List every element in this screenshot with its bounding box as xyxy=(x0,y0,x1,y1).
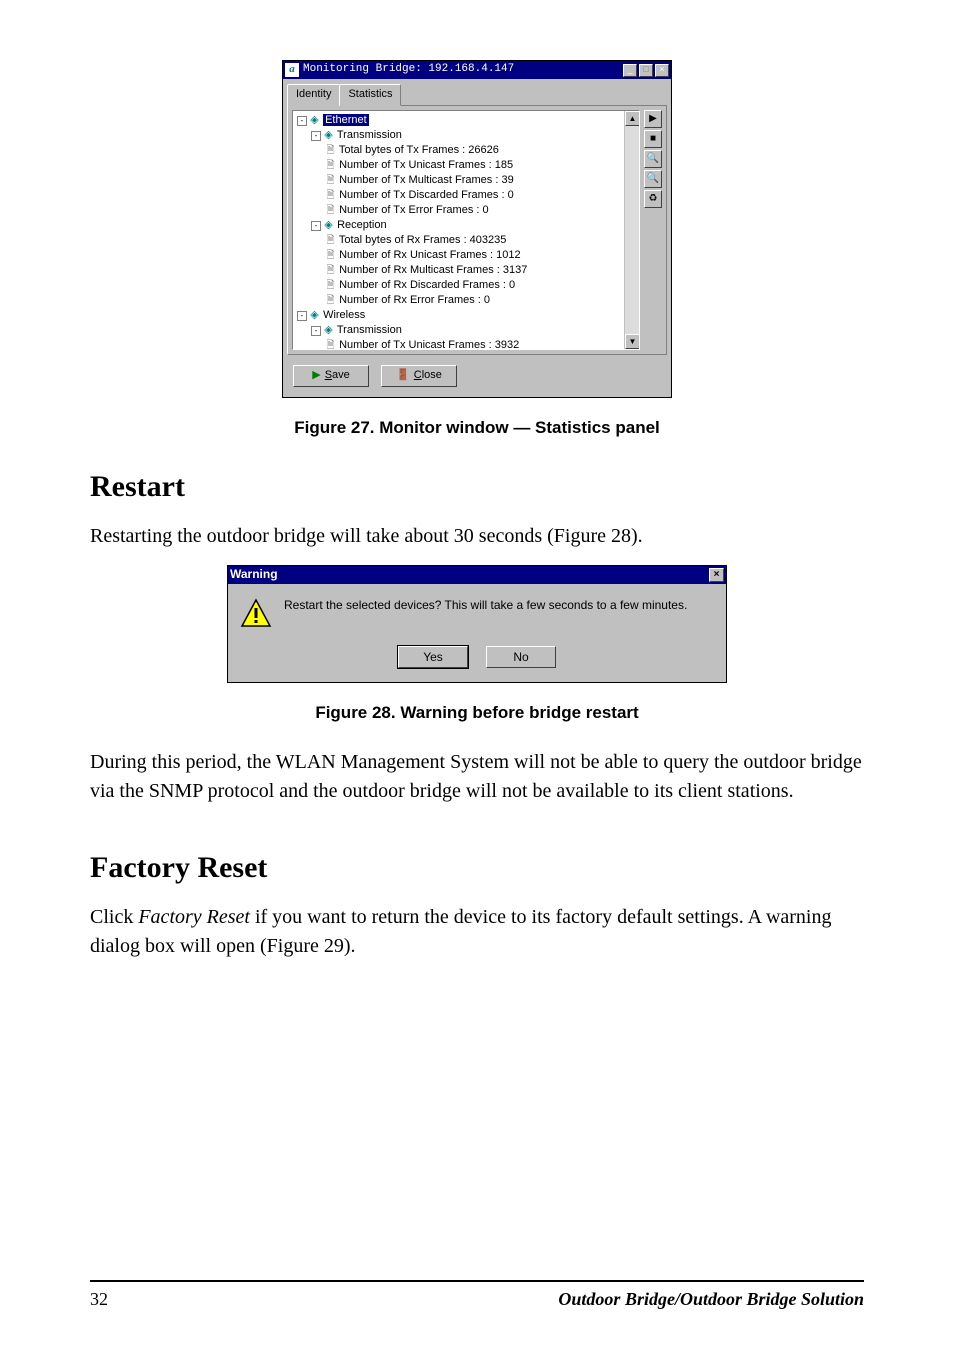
close-button[interactable]: 🚪Close xyxy=(381,365,457,387)
app-icon: a xyxy=(285,63,299,77)
factory-reset-heading: Factory Reset xyxy=(90,846,864,890)
document-icon xyxy=(325,338,336,350)
diamond-icon xyxy=(323,218,334,233)
tab-statistics[interactable]: Statistics xyxy=(339,84,401,106)
tree-leaf: Number of Tx Unicast Frames : 3932 xyxy=(339,339,519,350)
tool-button-1[interactable]: ▶ xyxy=(644,110,662,128)
scroll-up-button[interactable]: ▲ xyxy=(625,111,640,126)
tree-leaf: Number of Tx Unicast Frames : 185 xyxy=(339,159,513,171)
minimize-button[interactable]: _ xyxy=(623,64,637,77)
expander-icon[interactable]: - xyxy=(311,221,321,231)
monitor-titlebar: a Monitoring Bridge: 192.168.4.147 _ □ × xyxy=(283,61,671,79)
tree-leaf: Number of Rx Discarded Frames : 0 xyxy=(339,279,515,291)
document-icon xyxy=(325,233,336,248)
tab-strip: Identity Statistics xyxy=(287,83,667,106)
tool-button-refresh[interactable]: ♻ xyxy=(644,190,662,208)
document-icon xyxy=(325,173,336,188)
tree-node-transmission[interactable]: Transmission xyxy=(337,129,402,141)
maximize-button[interactable]: □ xyxy=(639,64,653,77)
warning-title: Warning xyxy=(230,566,278,583)
tool-button-zoomin[interactable]: 🔍 xyxy=(644,150,662,168)
restart-paragraph-2: During this period, the WLAN Management … xyxy=(90,748,864,806)
document-icon xyxy=(325,143,336,158)
save-button[interactable]: ▶Save xyxy=(293,365,369,387)
scroll-down-button[interactable]: ▼ xyxy=(625,334,640,349)
factory-reset-paragraph: Click Factory Reset if you want to retur… xyxy=(90,903,864,961)
tree-leaf: Number of Tx Error Frames : 0 xyxy=(339,204,489,216)
footer-title: Outdoor Bridge/Outdoor Bridge Solution xyxy=(558,1286,864,1312)
tool-button-zoomout[interactable]: 🔍 xyxy=(644,170,662,188)
figure-27-caption: Figure 27. Monitor window — Statistics p… xyxy=(90,416,864,441)
tree-scrollbar[interactable]: ▲ ▼ xyxy=(624,111,639,349)
tool-button-stop[interactable]: ■ xyxy=(644,130,662,148)
tree-leaf: Number of Rx Error Frames : 0 xyxy=(339,294,490,306)
tree-node-wireless[interactable]: Wireless xyxy=(323,309,365,321)
document-icon xyxy=(325,278,336,293)
document-icon xyxy=(325,248,336,263)
restart-heading: Restart xyxy=(90,465,864,509)
document-icon xyxy=(325,158,336,173)
warning-close-button[interactable]: × xyxy=(709,568,724,582)
window-title: Monitoring Bridge: 192.168.4.147 xyxy=(303,62,623,78)
tree-leaf: Number of Tx Multicast Frames : 39 xyxy=(339,174,514,186)
warning-titlebar: Warning × xyxy=(228,566,726,584)
tree-leaf: Total bytes of Rx Frames : 403235 xyxy=(339,234,507,246)
tree-node-ethernet[interactable]: Ethernet xyxy=(323,114,369,126)
tree-node-w-transmission[interactable]: Transmission xyxy=(337,324,402,336)
diamond-icon xyxy=(323,323,334,338)
tree-leaf: Number of Rx Multicast Frames : 3137 xyxy=(339,264,527,276)
document-icon xyxy=(325,188,336,203)
diamond-icon xyxy=(309,113,320,128)
document-icon xyxy=(325,263,336,278)
warning-dialog-figure: Warning × Restart the selected devices? … xyxy=(227,565,727,683)
warning-yes-button[interactable]: Yes xyxy=(398,646,468,668)
diamond-icon xyxy=(309,308,320,323)
tree-leaf: Number of Rx Unicast Frames : 1012 xyxy=(339,249,521,261)
page-footer: 32 Outdoor Bridge/Outdoor Bridge Solutio… xyxy=(90,1280,864,1312)
warning-no-button[interactable]: No xyxy=(486,646,556,668)
expander-icon[interactable]: - xyxy=(311,131,321,141)
document-icon xyxy=(325,293,336,308)
document-icon xyxy=(325,203,336,218)
figure-28-caption: Figure 28. Warning before bridge restart xyxy=(90,701,864,726)
monitor-window-figure: a Monitoring Bridge: 192.168.4.147 _ □ ×… xyxy=(282,60,672,398)
tab-identity[interactable]: Identity xyxy=(287,84,340,106)
expander-icon[interactable]: - xyxy=(297,116,307,126)
warning-icon xyxy=(240,598,272,630)
warning-message: Restart the selected devices? This will … xyxy=(284,598,714,614)
close-window-button[interactable]: × xyxy=(655,64,669,77)
tree-leaf: Total bytes of Tx Frames : 26626 xyxy=(339,144,499,156)
tree-node-reception[interactable]: Reception xyxy=(337,219,387,231)
restart-paragraph-1: Restarting the outdoor bridge will take … xyxy=(90,522,864,551)
expander-icon[interactable]: - xyxy=(311,326,321,336)
statistics-tree[interactable]: - Ethernet - Transmission Total bytes of… xyxy=(292,110,640,350)
page-number: 32 xyxy=(90,1286,108,1312)
diamond-icon xyxy=(323,128,334,143)
tree-leaf: Number of Tx Discarded Frames : 0 xyxy=(339,189,514,201)
expander-icon[interactable]: - xyxy=(297,311,307,321)
